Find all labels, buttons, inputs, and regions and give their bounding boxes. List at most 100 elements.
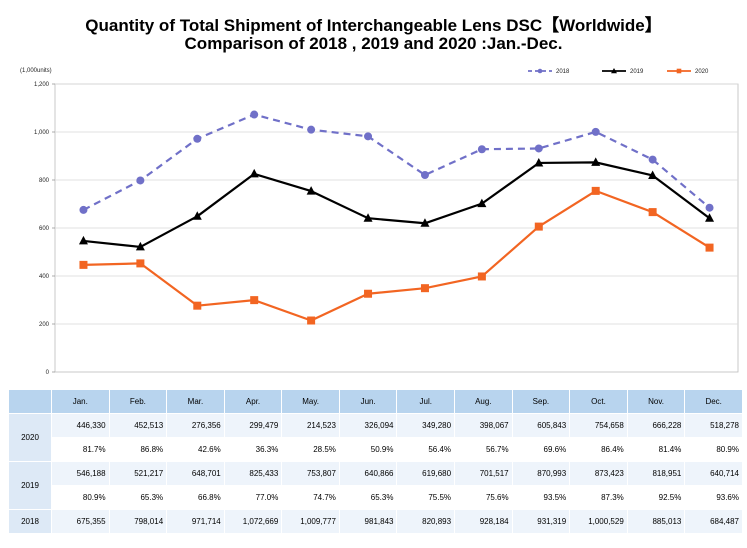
month-header: Apr. xyxy=(223,389,283,414)
data-point xyxy=(648,170,658,179)
quantity-cell: 648,701 xyxy=(166,461,225,486)
month-header: Mar. xyxy=(166,389,225,414)
percent-cell: 93.5% xyxy=(511,485,571,510)
percent-cell: 77.0% xyxy=(223,485,283,510)
percent-cell: 28.5% xyxy=(281,437,340,462)
table-row-2019-percent: 80.9% 65.3% 66.8% 77.0% 74.7% 65.3% 75.5… xyxy=(9,485,743,510)
percent-cell: 65.3% xyxy=(108,485,168,510)
table-row-2019-quantity: 2019 546,188 521,217 648,701 825,433 753… xyxy=(8,461,743,510)
data-point xyxy=(534,157,544,167)
data-point xyxy=(193,301,202,310)
percent-cell: 75.6% xyxy=(454,485,513,510)
year-cell: 2018 xyxy=(8,509,52,534)
data-point xyxy=(648,208,657,217)
data-point xyxy=(534,144,543,153)
data-point xyxy=(363,213,373,222)
data-point xyxy=(591,186,600,195)
percent-cell: 80.9% xyxy=(51,485,110,510)
percent-cell: 65.3% xyxy=(338,485,398,510)
month-header: Sep. xyxy=(511,389,571,414)
month-header: Jan. xyxy=(51,389,110,414)
data-point xyxy=(648,155,657,164)
legend-item-2019: 2019 xyxy=(602,68,644,75)
data-point xyxy=(705,243,714,252)
series-line-2018 xyxy=(82,113,711,211)
legend: 2018 2019 2020 xyxy=(528,68,709,75)
legend-label: 2019 xyxy=(630,69,644,75)
y-axis-ticks: 0 200 400 600 800 1,000 1,200 xyxy=(34,82,55,376)
quantity-cell: 928,184 xyxy=(454,509,513,534)
quantity-cell: 931,319 xyxy=(511,509,571,534)
data-point xyxy=(705,203,714,212)
month-header: Feb. xyxy=(108,389,168,414)
quantity-cell: 605,843 xyxy=(511,413,571,438)
data-point xyxy=(136,259,145,268)
quantity-cell: 1,000,529 xyxy=(569,509,628,534)
percent-cell: 56.4% xyxy=(396,437,456,462)
data-point xyxy=(364,289,373,298)
quantity-cell: 825,433 xyxy=(223,461,283,486)
quantity-cell: 299,479 xyxy=(223,413,283,438)
quantity-cell: 818,951 xyxy=(626,461,686,486)
percent-cell: 81.4% xyxy=(626,437,686,462)
quantity-cell: 546,188 xyxy=(51,461,110,486)
quantity-cell: 701,517 xyxy=(454,461,513,486)
quantity-cell: 675,355 xyxy=(51,509,110,534)
quantity-cell: 349,280 xyxy=(396,413,456,438)
data-point xyxy=(193,134,202,143)
data-point xyxy=(306,186,316,195)
month-header: Oct. xyxy=(569,389,628,414)
legend-label: 2018 xyxy=(556,69,570,75)
percent-cell: 75.5% xyxy=(396,485,456,510)
percent-cell: 36.3% xyxy=(223,437,283,462)
data-point xyxy=(534,222,543,231)
data-point xyxy=(136,176,145,185)
month-header: Nov. xyxy=(626,389,686,414)
chart-title-line-1: Quantity of Total Shipment of Interchang… xyxy=(85,16,662,35)
data-point xyxy=(79,205,88,214)
quantity-cell: 640,714 xyxy=(684,461,743,486)
data-point xyxy=(477,145,486,154)
y-tick-label: 1,200 xyxy=(34,82,50,88)
quantity-cell: 1,009,777 xyxy=(281,509,340,534)
y-tick-label: 200 xyxy=(39,322,50,328)
data-point xyxy=(420,170,429,179)
data-point xyxy=(591,157,601,166)
quantity-cell: 640,866 xyxy=(338,461,398,486)
series-line-2020 xyxy=(83,189,711,322)
data-point xyxy=(477,198,487,208)
chart-title-line-2: Comparison of 2018 , 2019 and 2020 :Jan.… xyxy=(184,34,563,53)
y-tick-label: 1,000 xyxy=(34,130,50,136)
month-header: Jun. xyxy=(338,389,398,414)
percent-cell: 50.9% xyxy=(338,437,398,462)
quantity-cell: 798,014 xyxy=(108,509,168,534)
quantity-cell: 820,893 xyxy=(396,509,456,534)
percent-cell: 92.5% xyxy=(626,485,686,510)
quantity-cell: 452,513 xyxy=(108,413,168,438)
percent-cell: 42.6% xyxy=(166,437,225,462)
quantity-cell: 870,993 xyxy=(511,461,571,486)
quantity-cell: 981,843 xyxy=(338,509,398,534)
data-point xyxy=(477,272,486,281)
quantity-cell: 214,523 xyxy=(281,413,340,438)
month-header: Jul. xyxy=(396,389,456,414)
percent-cell: 80.9% xyxy=(684,437,743,462)
quantity-cell: 521,217 xyxy=(108,461,168,486)
quantity-cell: 684,487 xyxy=(684,509,743,534)
legend-label: 2020 xyxy=(695,69,709,75)
percent-cell: 86.8% xyxy=(108,437,168,462)
percent-cell: 56.7% xyxy=(454,437,513,462)
y-tick-label: 0 xyxy=(46,370,50,376)
percent-cell: 74.7% xyxy=(281,485,340,510)
quantity-cell: 754,658 xyxy=(569,413,628,438)
percent-cell: 87.3% xyxy=(569,485,628,510)
legend-marker xyxy=(611,68,617,74)
table-row-2018-quantity: 2018 675,355 798,014 971,714 1,072,669 1… xyxy=(8,509,743,534)
data-point xyxy=(79,260,88,269)
data-point xyxy=(420,218,430,227)
data-point xyxy=(78,235,88,245)
data-point xyxy=(307,125,316,134)
data-point xyxy=(307,316,316,325)
data-point xyxy=(250,110,259,119)
legend-item-2018: 2018 xyxy=(528,68,570,75)
